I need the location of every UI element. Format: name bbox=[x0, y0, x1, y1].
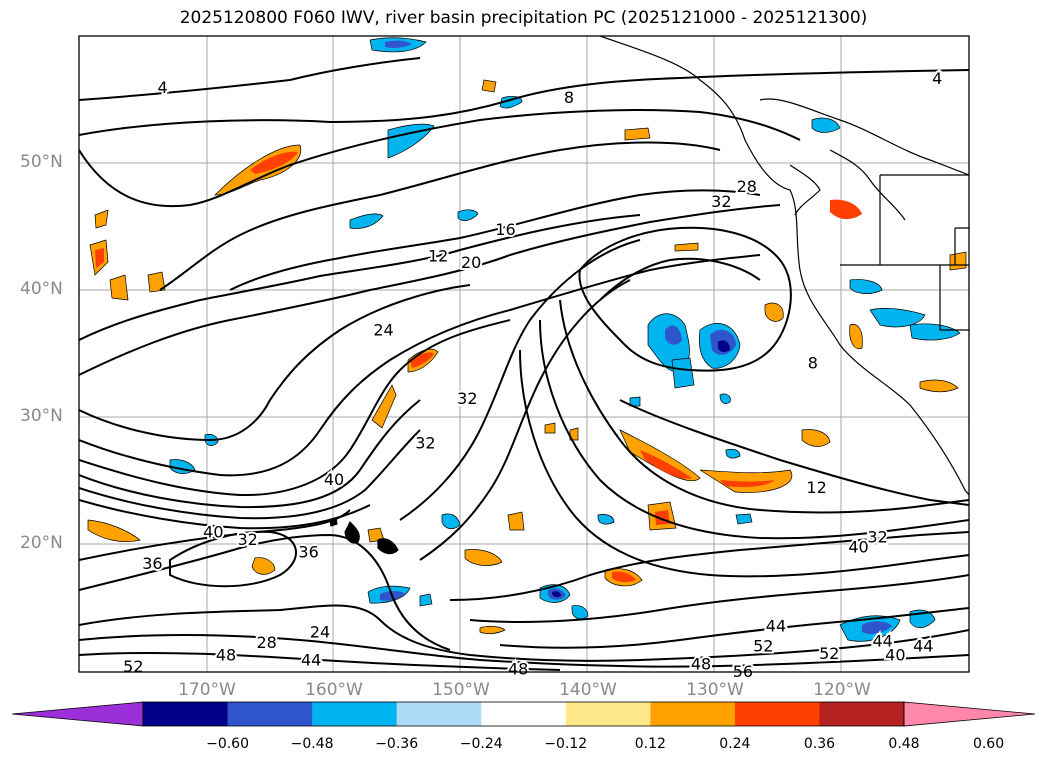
lon-label: 120°W bbox=[813, 680, 871, 700]
contour-label: 44 bbox=[913, 637, 933, 656]
lon-label: 130°W bbox=[686, 680, 744, 700]
contour-label: 32 bbox=[867, 527, 887, 546]
colorbar-segment bbox=[227, 702, 313, 726]
contour-label: 48 bbox=[508, 659, 528, 678]
colorbar-extend-right bbox=[903, 701, 1036, 727]
colorbar-tick-label: 0.60 bbox=[972, 736, 1005, 752]
lat-label: 30°N bbox=[20, 406, 63, 426]
lat-label: 20°N bbox=[20, 533, 63, 553]
contour-label: 40 bbox=[885, 645, 905, 664]
contour-label: 48 bbox=[216, 645, 236, 664]
contour-label: 32 bbox=[457, 389, 477, 408]
contour-label: 12 bbox=[806, 478, 826, 497]
colorbar-tick-label: −0.48 bbox=[290, 736, 334, 752]
contour-label: 32 bbox=[415, 433, 435, 452]
contour-label: 40 bbox=[203, 522, 223, 541]
colorbar-tick-label: −0.60 bbox=[206, 736, 249, 752]
contour-label: 24 bbox=[373, 320, 393, 339]
contour-label: 44 bbox=[301, 651, 321, 670]
colorbar-tick-label: −0.36 bbox=[375, 736, 419, 752]
colorbar-segment bbox=[481, 702, 567, 726]
contour-label: 24 bbox=[310, 623, 330, 642]
colorbar-tick-label: 0.12 bbox=[634, 736, 666, 752]
iwv-contours bbox=[79, 57, 969, 671]
contour-label: 32 bbox=[237, 530, 257, 549]
lon-label: 160°W bbox=[305, 680, 363, 700]
lon-label: 170°W bbox=[178, 680, 236, 700]
contour-label: 52 bbox=[753, 637, 773, 656]
lat-label: 50°N bbox=[20, 152, 63, 172]
map-frame bbox=[78, 35, 970, 673]
contour-label: 28 bbox=[737, 177, 757, 196]
colorbar-tick-label: 0.36 bbox=[803, 736, 836, 752]
colorbar-tick-label: 0.48 bbox=[888, 736, 920, 752]
contour-label: 52 bbox=[123, 657, 143, 676]
contour-label: 52 bbox=[819, 644, 839, 663]
contour-label: 48 bbox=[691, 654, 711, 673]
precipitation-patches bbox=[87, 37, 967, 642]
colorbar-segment bbox=[143, 702, 229, 726]
colorbar-tick-label: −0.24 bbox=[459, 736, 503, 752]
colorbar-segment bbox=[396, 702, 482, 726]
lon-label: 140°W bbox=[559, 680, 617, 700]
contour-label: 44 bbox=[766, 616, 786, 635]
contour-label: 40 bbox=[324, 470, 344, 489]
contour-label: 40 bbox=[848, 538, 868, 557]
contour-label: 44 bbox=[872, 632, 892, 651]
contour-label: 12 bbox=[428, 247, 448, 266]
gridlines bbox=[79, 36, 969, 672]
colorbar-extend-left bbox=[11, 701, 144, 727]
contour-label: 4 bbox=[157, 78, 167, 97]
colorbar-tick-label: 0.24 bbox=[719, 736, 751, 752]
contour-label: 36 bbox=[298, 543, 318, 562]
colorbar-segment bbox=[819, 702, 905, 726]
colorbar bbox=[11, 701, 1036, 727]
contour-label: 4 bbox=[932, 69, 942, 88]
contour-label: 16 bbox=[495, 220, 515, 239]
lat-label: 40°N bbox=[20, 279, 63, 299]
contour-label: 36 bbox=[142, 554, 162, 573]
colorbar-segment bbox=[312, 702, 398, 726]
contour-label: 8 bbox=[564, 88, 574, 107]
colorbar-segment bbox=[650, 702, 736, 726]
colorbar-segment bbox=[565, 702, 651, 726]
lon-label: 150°W bbox=[432, 680, 490, 700]
contour-label: 28 bbox=[257, 633, 277, 652]
contour-label: 32 bbox=[711, 192, 731, 211]
contour-label: 8 bbox=[808, 353, 818, 372]
colorbar-tick-label: −0.12 bbox=[544, 736, 588, 752]
contour-label: 20 bbox=[461, 253, 481, 272]
map-title: 2025120800 F060 IWV, river basin precipi… bbox=[179, 8, 868, 28]
colorbar-segment bbox=[734, 702, 820, 726]
coastlines bbox=[329, 36, 969, 555]
